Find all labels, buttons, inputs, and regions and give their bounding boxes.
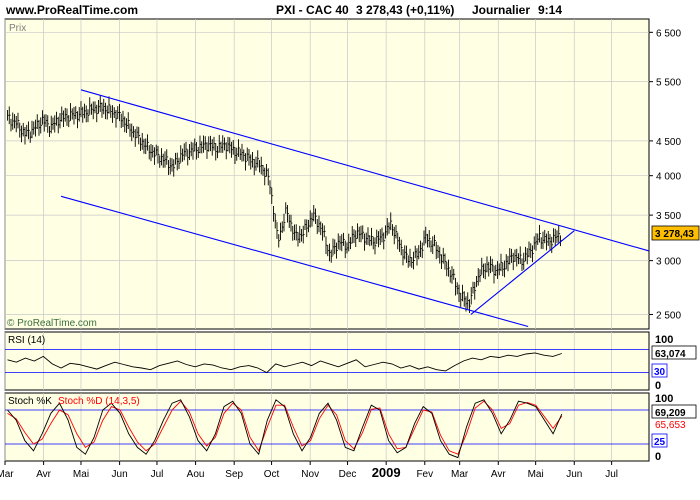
stoch-tick-100: 100: [655, 393, 673, 405]
time-x-axis: Mar Avr Mai Jun Jul Aou Sep Oct Nov Dec 2009 Fev Mar…: [0, 461, 618, 480]
stoch-band-badge: [651, 433, 668, 448]
grid: [4, 19, 649, 461]
trendline-support: [470, 230, 575, 315]
x-tick-label: Mai: [73, 469, 89, 480]
stoch-d-label: Stoch %D (14,3,5): [58, 396, 140, 407]
stoch-d-series-line: [7, 400, 563, 455]
watermark: © ProRealTime.com: [7, 318, 97, 329]
x-tick-label: Aou: [187, 469, 205, 480]
stoch-d-value: 65,653: [655, 420, 686, 431]
x-tick-label: Jul: [605, 469, 618, 480]
instrument-title: PXI - CAC 40: [276, 3, 349, 17]
current-price-badge: [651, 225, 700, 241]
period-label: Journalier: [472, 3, 530, 17]
x-tick-label: Nov: [301, 469, 319, 480]
x-tick-label: Jun: [112, 469, 128, 480]
x-tick-label: Fev: [416, 469, 433, 480]
site-name: www.ProRealTime.com: [5, 3, 138, 17]
time-label: 9:14: [538, 3, 562, 17]
rsi-series-line: [7, 352, 562, 374]
x-tick-label: Dec: [339, 469, 357, 480]
stoch-tick-0: 0: [655, 451, 661, 463]
stoch-k-value: 69,209: [655, 408, 686, 419]
x-tick-label: Jul: [151, 469, 164, 480]
x-tick-label: Jun: [566, 469, 582, 480]
rsi-line: [7, 352, 562, 374]
trendlines: [60, 89, 650, 328]
stoch-band-label: 25: [654, 437, 666, 448]
x-tick-label: Sep: [225, 469, 243, 480]
stoch-lines: [7, 399, 563, 459]
price-panel: [4, 18, 650, 330]
stoch-k-label: Stoch %K: [8, 396, 52, 407]
rsi-band-label: 30: [654, 367, 666, 378]
y-tick-label: 3 000: [656, 257, 681, 268]
x-tick-label: Mar: [0, 469, 14, 480]
x-tick-label: Mar: [451, 469, 469, 480]
rsi-tick-100: 100: [655, 334, 673, 346]
rsi-panel: [4, 331, 650, 391]
rsi-panel-label: RSI (14): [8, 335, 45, 346]
price-panel-label: Prix: [9, 23, 26, 34]
x-tick-label: Avr: [491, 469, 506, 480]
y-tick-label: 4 500: [656, 137, 681, 148]
y-tick-label: 2 500: [656, 310, 681, 321]
current-price-label: 3 278,43: [655, 229, 694, 240]
trendline-upper-channel: [80, 89, 650, 252]
trendline-lower-channel: [60, 195, 529, 328]
rsi-value-label: 63,074: [655, 349, 686, 360]
rsi-tick-0: 0: [655, 380, 661, 392]
y-tick-label: 4 000: [656, 172, 681, 183]
last-price-change: 3 278,43 (+0,11%): [356, 3, 454, 17]
y-tick-label: 3 500: [656, 211, 681, 222]
rsi-band-badge: [651, 363, 668, 378]
x-tick-label: 2009: [372, 465, 401, 480]
stoch-k-badge: [651, 404, 697, 419]
stoch-k-series-line: [7, 399, 563, 459]
x-tick-label: Mai: [528, 469, 544, 480]
price-y-axis: 2 500 3 000 3 500 4 000 4 500 5 500 6 500: [649, 28, 681, 321]
rsi-value-badge: [651, 345, 697, 360]
x-tick-label: Avr: [36, 469, 51, 480]
price-bars: [7, 95, 562, 314]
x-tick-label: Oct: [264, 469, 280, 480]
y-tick-label: 6 500: [656, 28, 681, 39]
y-tick-label: 5 500: [656, 78, 681, 89]
